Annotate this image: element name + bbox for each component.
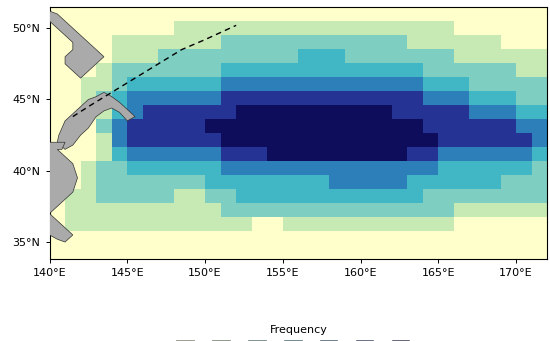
Polygon shape: [57, 92, 135, 149]
Polygon shape: [0, 142, 78, 270]
Legend: 0, 1, 2, 3, 4, 5, 6: 0, 1, 2, 3, 4, 5, 6: [174, 323, 423, 341]
Polygon shape: [50, 11, 104, 78]
